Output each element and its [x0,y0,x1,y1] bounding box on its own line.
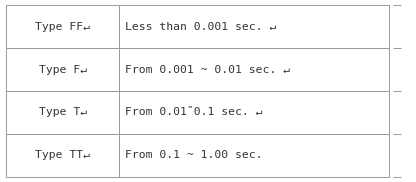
Bar [119,134,389,177]
Text: Type FF↵: Type FF↵ [35,22,90,32]
Text: From 0.1 ~ 1.00 sec.: From 0.1 ~ 1.00 sec. [125,150,263,160]
Text: Less than 0.001 sec. ↵: Less than 0.001 sec. ↵ [125,22,277,32]
Bar [6,5,119,48]
Bar [6,91,119,134]
Text: From 0.001 ~ 0.01 sec. ↵: From 0.001 ~ 0.01 sec. ↵ [125,65,290,75]
Text: Type TT↵: Type TT↵ [35,150,90,160]
Bar [119,91,389,134]
Text: From 0.01˜0.1 sec. ↵: From 0.01˜0.1 sec. ↵ [125,107,263,117]
Bar [6,134,119,177]
Bar [6,48,119,91]
Bar [119,5,389,48]
Bar [119,48,389,91]
Text: Type F↵: Type F↵ [39,65,87,75]
Text: Type T↵: Type T↵ [39,107,87,117]
